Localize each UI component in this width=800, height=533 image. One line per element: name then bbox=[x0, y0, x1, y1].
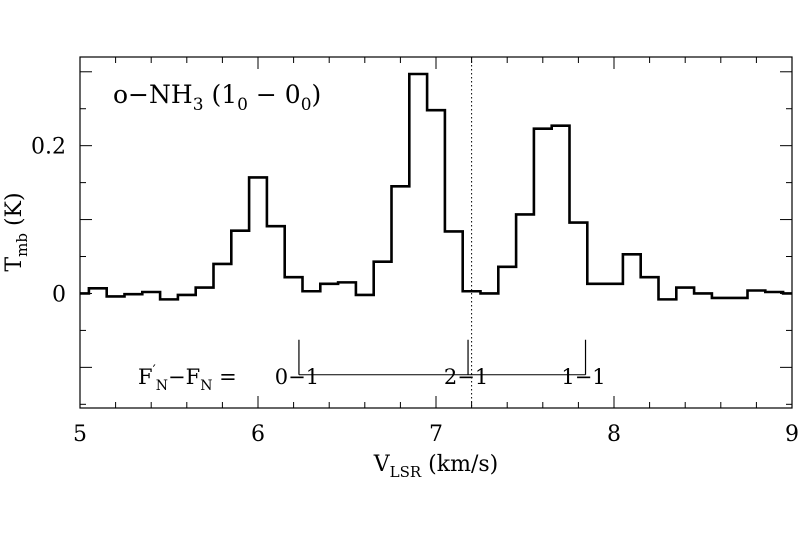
hyperfine-component-labels: 0−1 2−1 1−1 bbox=[275, 365, 606, 389]
x-tick-label: 5 bbox=[73, 422, 87, 447]
x-axis-label: VLSR (km/s) bbox=[373, 452, 498, 481]
x-tick-label: 8 bbox=[607, 422, 621, 447]
x-axis-tick-labels: 5 6 7 8 9 bbox=[73, 422, 799, 447]
hyperfine-component-label: 0−1 bbox=[275, 365, 319, 389]
hyperfine-marker-bar bbox=[298, 339, 587, 376]
y-tick-label: 0.2 bbox=[31, 135, 66, 160]
y-tick-label: 0 bbox=[52, 282, 66, 307]
y-axis-ticks bbox=[80, 71, 792, 405]
spectrum-step-line bbox=[80, 72, 792, 301]
hyperfine-component-label: 2−1 bbox=[444, 365, 488, 389]
x-tick-label: 6 bbox=[251, 422, 265, 447]
y-axis-tick-labels: 00.2 bbox=[31, 135, 66, 308]
x-tick-label: 9 bbox=[785, 422, 799, 447]
y-axis-label: Tmb (K) bbox=[2, 192, 31, 271]
x-tick-label: 7 bbox=[429, 422, 443, 447]
hyperfine-label: F′N−FN = bbox=[138, 363, 237, 394]
hyperfine-component-label: 1−1 bbox=[561, 365, 605, 389]
chart-title: o−NH3 (10 − 00) bbox=[113, 80, 321, 115]
